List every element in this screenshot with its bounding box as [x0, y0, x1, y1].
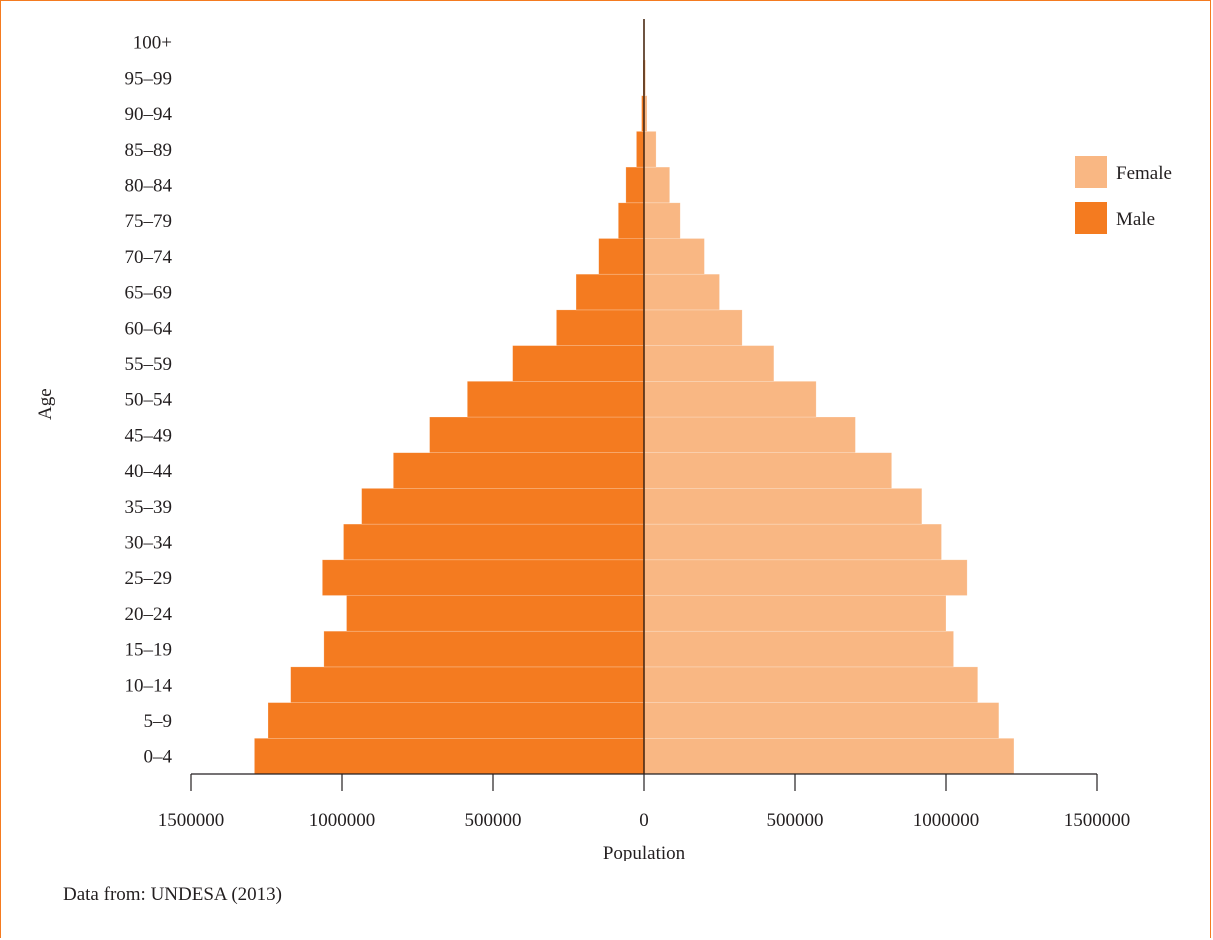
y-tick-label: 15–19: [125, 640, 173, 661]
x-tick-label: 1000000: [309, 810, 376, 831]
male-bar-45-49: [429, 416, 645, 454]
source-note: Data from: UNDESA (2013): [63, 884, 282, 905]
bars-layer: [254, 23, 1015, 775]
female-bar-75-79: [643, 202, 681, 239]
female-bar-35-39: [643, 488, 923, 525]
x-tick-label: 1500000: [158, 810, 225, 831]
male-bar-85-89: [636, 131, 645, 168]
male-bar-0-4: [254, 737, 645, 775]
female-bar-30-34: [643, 523, 942, 561]
male-bar-5-9: [267, 702, 645, 739]
x-axis: 1500000 1000000 500000 0 500000 1000000 150000…: [158, 773, 1131, 831]
female-bar-70-74: [643, 238, 705, 275]
y-tick-label: 90–94: [125, 104, 173, 125]
y-tick-label: 75–79: [125, 211, 173, 232]
y-tick-label: 80–84: [125, 175, 173, 196]
population-pyramid-chart: 0–4 5–9 10–14 15–19 20–24 25–29 30–34 35–39 40–4…: [35, 19, 1172, 861]
y-tick-label: 85–89: [125, 140, 173, 161]
x-tick-label: 1000000: [913, 810, 980, 831]
y-tick-label: 100+: [133, 33, 172, 54]
y-tick-label: 45–49: [125, 425, 173, 446]
x-tick-label: 0: [639, 810, 649, 831]
x-tick-label: 1500000: [1064, 810, 1131, 831]
male-bar-30-34: [343, 523, 645, 561]
male-bar-70-74: [598, 238, 645, 275]
male-bar-25-29: [322, 559, 645, 596]
male-bar-50-54: [467, 380, 645, 418]
female-bar-15-19: [643, 630, 954, 668]
male-bar-15-19: [323, 630, 645, 668]
male-bar-40-44: [393, 452, 645, 489]
male-bar-35-39: [361, 488, 645, 525]
x-tick-label: 500000: [767, 810, 824, 831]
y-tick-label: 70–74: [125, 247, 173, 268]
female-bar-5-9: [643, 702, 1000, 739]
y-tick-label: 10–14: [125, 675, 173, 696]
female-bar-20-24: [643, 595, 947, 632]
male-bar-60-64: [556, 309, 645, 346]
y-tick-label: 20–24: [125, 604, 173, 625]
female-bar-80-84: [643, 166, 670, 204]
y-tick-label: 60–64: [125, 318, 173, 339]
y-tick-label: 5–9: [144, 711, 173, 732]
x-axis-title: Population: [603, 843, 686, 861]
female-bar-10-14: [643, 666, 979, 703]
y-tick-label: 50–54: [125, 390, 173, 411]
x-tick-label: 500000: [465, 810, 522, 831]
female-legend-label: Female: [1116, 163, 1172, 184]
male-bar-80-84: [625, 166, 645, 204]
y-tick-label: 40–44: [125, 461, 173, 482]
female-bar-40-44: [643, 452, 892, 489]
y-tick-label: 30–34: [125, 532, 173, 553]
legend: Female Male: [1075, 156, 1172, 234]
y-tick-label: 0–4: [144, 747, 173, 768]
male-bar-55-59: [512, 345, 645, 382]
female-bar-60-64: [643, 309, 743, 346]
female-bar-50-54: [643, 380, 817, 418]
male-legend-label: Male: [1116, 209, 1155, 230]
male-bar-10-14: [290, 666, 645, 703]
y-tick-label: 65–69: [125, 283, 173, 304]
male-bar-75-79: [618, 202, 645, 239]
female-bar-0-4: [643, 737, 1015, 775]
male-legend-swatch: [1075, 202, 1107, 234]
female-bar-55-59: [643, 345, 775, 382]
y-tick-label: 95–99: [125, 68, 173, 89]
male-bar-65-69: [575, 273, 645, 311]
female-bar-85-89: [643, 131, 657, 168]
female-bar-65-69: [643, 273, 720, 311]
female-legend-swatch: [1075, 156, 1107, 188]
y-tick-label: 25–29: [125, 568, 173, 589]
y-tick-label: 35–39: [125, 497, 173, 518]
female-bar-45-49: [643, 416, 856, 454]
y-tick-labels: 0–4 5–9 10–14 15–19 20–24 25–29 30–34 35–39 40–4…: [125, 33, 173, 768]
y-tick-label: 55–59: [125, 354, 173, 375]
female-bar-25-29: [643, 559, 968, 596]
y-axis-title: Age: [35, 388, 56, 420]
male-bar-20-24: [346, 595, 645, 632]
